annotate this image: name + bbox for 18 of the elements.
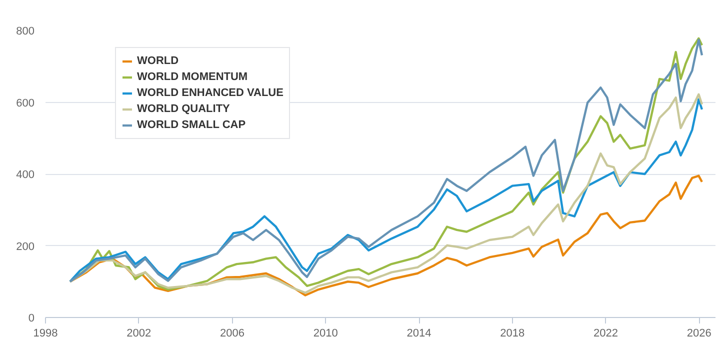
- x-tick-label: 1998: [33, 328, 58, 340]
- y-tick-label: 400: [16, 169, 35, 181]
- x-tick-label: 2018: [500, 328, 525, 340]
- legend-label: WORLD MOMENTUM: [137, 70, 248, 84]
- x-tick-label: 2014: [406, 328, 432, 340]
- x-tick-label: 2022: [594, 328, 618, 340]
- x-tick-label: 2006: [220, 328, 245, 340]
- y-tick-label: 200: [16, 240, 35, 253]
- x-tick-label: 2026: [686, 328, 712, 340]
- y-tick-label: 600: [16, 97, 35, 110]
- legend-label: WORLD: [137, 54, 179, 68]
- legend-label: WORLD SMALL CAP: [137, 118, 246, 132]
- y-tick-label: 0: [28, 312, 35, 324]
- legend-label: WORLD QUALITY: [137, 102, 230, 116]
- y-tick-label: 800: [16, 26, 35, 38]
- x-tick-label: 2010: [313, 328, 338, 340]
- legend-label: WORLD ENHANCED VALUE: [137, 86, 284, 100]
- x-tick-label: 2002: [126, 328, 152, 340]
